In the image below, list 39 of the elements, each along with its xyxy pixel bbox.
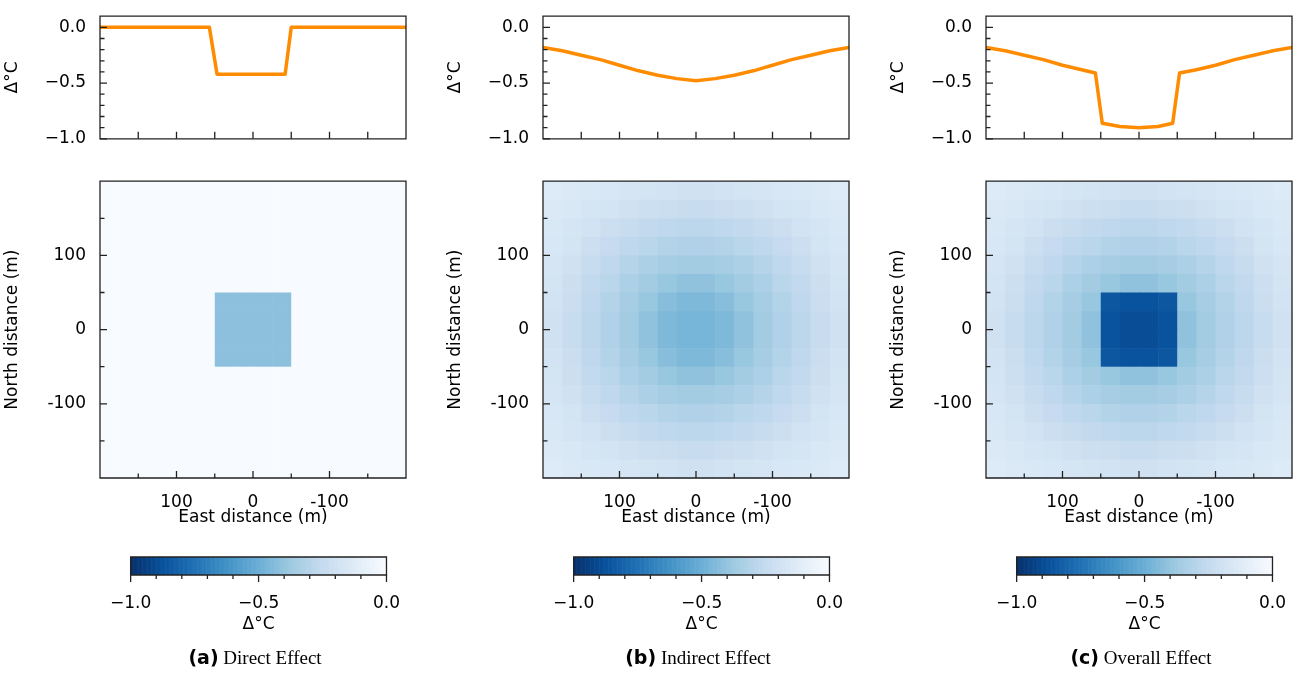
color-bar-label: −1.0 bbox=[110, 591, 152, 612]
y-tick-label: -100 bbox=[490, 392, 529, 413]
y-tick-label: 0 bbox=[961, 318, 972, 339]
color-bar-label: 0.0 bbox=[372, 591, 401, 612]
y-axis-title: Δ°C bbox=[0, 61, 21, 94]
y-tick-label: 100 bbox=[496, 243, 529, 264]
color-bar-title: Δ°C bbox=[242, 613, 275, 634]
y-axis-title: North distance (m) bbox=[886, 249, 907, 410]
y-tick-label: −0.5 bbox=[930, 71, 972, 92]
y-tick-label: 0 bbox=[518, 318, 529, 339]
y-tick-label: −1.0 bbox=[487, 127, 529, 148]
color-bar-label: 0.0 bbox=[1258, 591, 1287, 612]
color-bar-label: −0.5 bbox=[237, 591, 280, 612]
y-tick-label: -100 bbox=[47, 392, 86, 413]
y-tick-label: −1.0 bbox=[44, 127, 86, 148]
text: (b) Indirect Effect bbox=[624, 646, 772, 669]
color-bar-label: −1.0 bbox=[996, 591, 1038, 612]
y-tick-label: −1.0 bbox=[930, 127, 972, 148]
y-axis-title: Δ°C bbox=[443, 61, 464, 94]
y-tick-label: 0.0 bbox=[944, 15, 972, 36]
color-bar-label: −1.0 bbox=[553, 591, 595, 612]
y-tick-label: 100 bbox=[53, 243, 86, 264]
y-tick-label: 100 bbox=[939, 243, 972, 264]
y-axis-title: Δ°C bbox=[886, 61, 907, 94]
color-bar-label: −0.5 bbox=[1123, 591, 1166, 612]
y-tick-label: 0.0 bbox=[58, 15, 86, 36]
y-tick-label: -100 bbox=[933, 392, 972, 413]
y-tick-label: 0 bbox=[75, 318, 86, 339]
color-bar-label: 0.0 bbox=[815, 591, 844, 612]
y-tick-label: 0.0 bbox=[501, 15, 529, 36]
text: (a) Direct Effect bbox=[187, 646, 323, 669]
y-axis-title: North distance (m) bbox=[0, 249, 21, 410]
color-bar-title: Δ°C bbox=[685, 613, 718, 634]
y-tick-label: −0.5 bbox=[487, 71, 529, 92]
y-tick-label: −0.5 bbox=[44, 71, 86, 92]
color-bar-title: Δ°C bbox=[1128, 613, 1161, 634]
color-bar-label: −0.5 bbox=[680, 591, 723, 612]
y-axis-title: North distance (m) bbox=[443, 249, 464, 410]
text: (c) Overall Effect bbox=[1069, 646, 1213, 669]
